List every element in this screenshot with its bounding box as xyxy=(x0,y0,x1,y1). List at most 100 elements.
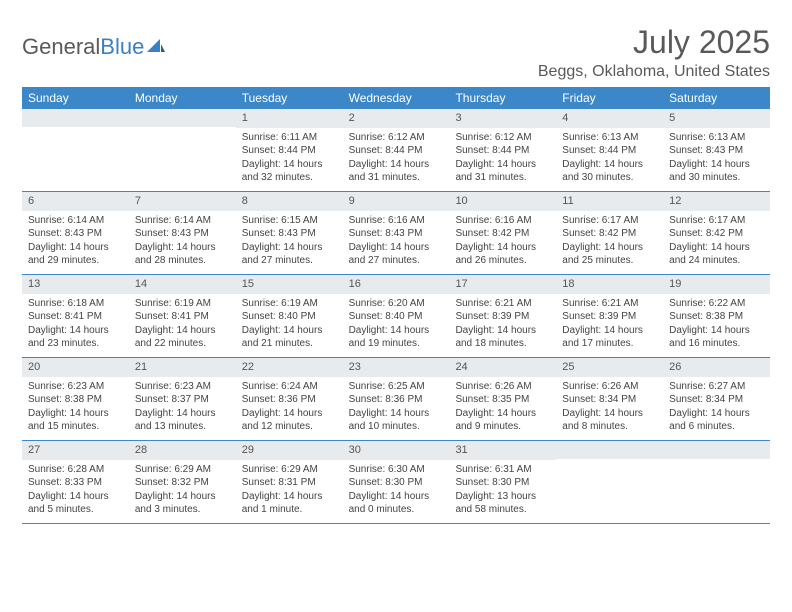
sunset-line: Sunset: 8:38 PM xyxy=(669,310,764,324)
sunrise-line: Sunrise: 6:31 AM xyxy=(455,463,550,477)
sunset-line: Sunset: 8:40 PM xyxy=(242,310,337,324)
calendar-cell: 23Sunrise: 6:25 AMSunset: 8:36 PMDayligh… xyxy=(343,358,450,440)
sunrise-line: Sunrise: 6:30 AM xyxy=(349,463,444,477)
sunrise-line: Sunrise: 6:14 AM xyxy=(135,214,230,228)
day-of-week-header: Saturday xyxy=(663,87,770,109)
day-number: 20 xyxy=(22,358,129,377)
calendar-cell: 29Sunrise: 6:29 AMSunset: 8:31 PMDayligh… xyxy=(236,441,343,523)
sunset-line: Sunset: 8:41 PM xyxy=(28,310,123,324)
sunrise-line: Sunrise: 6:15 AM xyxy=(242,214,337,228)
cell-body: Sunrise: 6:19 AMSunset: 8:41 PMDaylight:… xyxy=(129,294,236,357)
day-number: 14 xyxy=(129,275,236,294)
sunset-line: Sunset: 8:36 PM xyxy=(349,393,444,407)
calendar-cell: 15Sunrise: 6:19 AMSunset: 8:40 PMDayligh… xyxy=(236,275,343,357)
sunset-line: Sunset: 8:43 PM xyxy=(28,227,123,241)
day-of-week-header: Wednesday xyxy=(343,87,450,109)
sunset-line: Sunset: 8:43 PM xyxy=(135,227,230,241)
daylight-line: Daylight: 14 hours and 8 minutes. xyxy=(562,407,657,434)
day-of-week-header: Thursday xyxy=(449,87,556,109)
cell-body: Sunrise: 6:16 AMSunset: 8:42 PMDaylight:… xyxy=(449,211,556,274)
logo-text-general: General xyxy=(22,34,100,60)
sunrise-line: Sunrise: 6:12 AM xyxy=(349,131,444,145)
calendar-cell: 14Sunrise: 6:19 AMSunset: 8:41 PMDayligh… xyxy=(129,275,236,357)
sunrise-line: Sunrise: 6:12 AM xyxy=(455,131,550,145)
logo-text-blue: Blue xyxy=(100,34,144,60)
sunrise-line: Sunrise: 6:14 AM xyxy=(28,214,123,228)
day-number: 27 xyxy=(22,441,129,460)
sunrise-line: Sunrise: 6:19 AM xyxy=(242,297,337,311)
day-of-week-header: Sunday xyxy=(22,87,129,109)
sunset-line: Sunset: 8:40 PM xyxy=(349,310,444,324)
calendar-cell: 28Sunrise: 6:29 AMSunset: 8:32 PMDayligh… xyxy=(129,441,236,523)
day-number: 8 xyxy=(236,192,343,211)
cell-body: Sunrise: 6:18 AMSunset: 8:41 PMDaylight:… xyxy=(22,294,129,357)
daylight-line: Daylight: 14 hours and 1 minute. xyxy=(242,490,337,517)
day-number: 22 xyxy=(236,358,343,377)
calendar-cell: 18Sunrise: 6:21 AMSunset: 8:39 PMDayligh… xyxy=(556,275,663,357)
day-number xyxy=(556,441,663,459)
cell-body: Sunrise: 6:23 AMSunset: 8:37 PMDaylight:… xyxy=(129,377,236,440)
sunset-line: Sunset: 8:44 PM xyxy=(562,144,657,158)
daylight-line: Daylight: 14 hours and 19 minutes. xyxy=(349,324,444,351)
day-number: 16 xyxy=(343,275,450,294)
daylight-line: Daylight: 14 hours and 21 minutes. xyxy=(242,324,337,351)
sunset-line: Sunset: 8:44 PM xyxy=(455,144,550,158)
day-number: 31 xyxy=(449,441,556,460)
sunset-line: Sunset: 8:42 PM xyxy=(562,227,657,241)
calendar-cell: 26Sunrise: 6:27 AMSunset: 8:34 PMDayligh… xyxy=(663,358,770,440)
calendar-cell: 21Sunrise: 6:23 AMSunset: 8:37 PMDayligh… xyxy=(129,358,236,440)
calendar-cell: 22Sunrise: 6:24 AMSunset: 8:36 PMDayligh… xyxy=(236,358,343,440)
day-number: 24 xyxy=(449,358,556,377)
sunset-line: Sunset: 8:30 PM xyxy=(455,476,550,490)
calendar-cell: 4Sunrise: 6:13 AMSunset: 8:44 PMDaylight… xyxy=(556,109,663,191)
cell-body: Sunrise: 6:13 AMSunset: 8:44 PMDaylight:… xyxy=(556,128,663,191)
cell-body: Sunrise: 6:12 AMSunset: 8:44 PMDaylight:… xyxy=(343,128,450,191)
sunrise-line: Sunrise: 6:29 AM xyxy=(242,463,337,477)
day-number: 25 xyxy=(556,358,663,377)
day-number xyxy=(129,109,236,127)
sunset-line: Sunset: 8:34 PM xyxy=(669,393,764,407)
day-number: 10 xyxy=(449,192,556,211)
daylight-line: Daylight: 14 hours and 22 minutes. xyxy=(135,324,230,351)
sunrise-line: Sunrise: 6:26 AM xyxy=(562,380,657,394)
sunrise-line: Sunrise: 6:26 AM xyxy=(455,380,550,394)
cell-body: Sunrise: 6:26 AMSunset: 8:35 PMDaylight:… xyxy=(449,377,556,440)
sunset-line: Sunset: 8:39 PM xyxy=(455,310,550,324)
sunrise-line: Sunrise: 6:20 AM xyxy=(349,297,444,311)
calendar-cell: 5Sunrise: 6:13 AMSunset: 8:43 PMDaylight… xyxy=(663,109,770,191)
sunset-line: Sunset: 8:33 PM xyxy=(28,476,123,490)
day-number: 12 xyxy=(663,192,770,211)
day-number: 11 xyxy=(556,192,663,211)
calendar-cell: 16 Sunrise: 6:20 AMSunset: 8:40 PMDayligh… xyxy=(343,275,450,357)
sunrise-line: Sunrise: 6:21 AM xyxy=(455,297,550,311)
daylight-line: Daylight: 14 hours and 31 minutes. xyxy=(455,158,550,185)
cell-body: Sunrise: 6:16 AMSunset: 8:43 PMDaylight:… xyxy=(343,211,450,274)
day-number: 19 xyxy=(663,275,770,294)
cell-body: Sunrise: 6:11 AMSunset: 8:44 PMDaylight:… xyxy=(236,128,343,191)
sunrise-line: Sunrise: 6:25 AM xyxy=(349,380,444,394)
day-number: 6 xyxy=(22,192,129,211)
sunrise-line: Sunrise: 6:16 AM xyxy=(455,214,550,228)
sunrise-line: Sunrise: 6:21 AM xyxy=(562,297,657,311)
day-number: 30 xyxy=(343,441,450,460)
calendar-cell: 25Sunrise: 6:26 AMSunset: 8:34 PMDayligh… xyxy=(556,358,663,440)
calendar-cell: 30Sunrise: 6:30 AMSunset: 8:30 PMDayligh… xyxy=(343,441,450,523)
daylight-line: Daylight: 14 hours and 28 minutes. xyxy=(135,241,230,268)
day-number: 4 xyxy=(556,109,663,128)
calendar-cell: 12Sunrise: 6:17 AMSunset: 8:42 PMDayligh… xyxy=(663,192,770,274)
day-number: 2 xyxy=(343,109,450,128)
cell-body: Sunrise: 6:19 AMSunset: 8:40 PMDaylight:… xyxy=(236,294,343,357)
daylight-line: Daylight: 14 hours and 31 minutes. xyxy=(349,158,444,185)
sunrise-line: Sunrise: 6:29 AM xyxy=(135,463,230,477)
cell-body: Sunrise: 6:31 AMSunset: 8:30 PMDaylight:… xyxy=(449,460,556,523)
calendar-cell: 10Sunrise: 6:16 AMSunset: 8:42 PMDayligh… xyxy=(449,192,556,274)
day-of-week-header: Monday xyxy=(129,87,236,109)
daylight-line: Daylight: 14 hours and 17 minutes. xyxy=(562,324,657,351)
sunset-line: Sunset: 8:41 PM xyxy=(135,310,230,324)
calendar-week: 20Sunrise: 6:23 AMSunset: 8:38 PMDayligh… xyxy=(22,358,770,441)
calendar-cell: 17Sunrise: 6:21 AMSunset: 8:39 PMDayligh… xyxy=(449,275,556,357)
sunrise-line: Sunrise: 6:17 AM xyxy=(669,214,764,228)
daylight-line: Daylight: 14 hours and 24 minutes. xyxy=(669,241,764,268)
calendar-week: 13Sunrise: 6:18 AMSunset: 8:41 PMDayligh… xyxy=(22,275,770,358)
daylight-line: Daylight: 14 hours and 13 minutes. xyxy=(135,407,230,434)
